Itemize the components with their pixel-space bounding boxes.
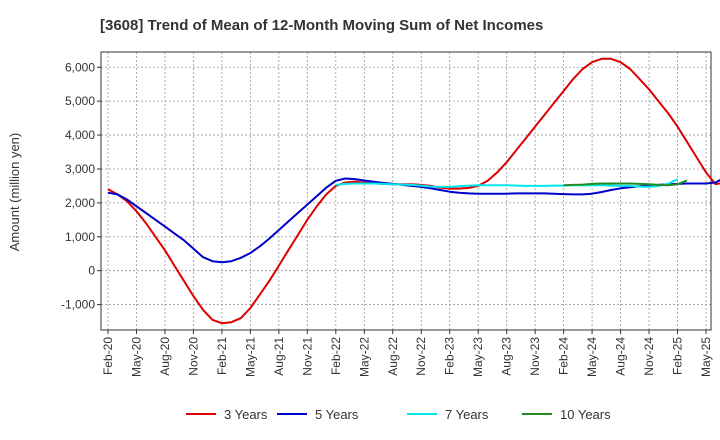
y-tick-label: 2,000 (65, 196, 95, 210)
x-tick-label: May-25 (699, 337, 713, 377)
x-tick-label: Feb-22 (329, 337, 343, 375)
x-tick-label: May-20 (129, 337, 143, 377)
y-axis-ticks: -1,000 0 1,000 2,000 3,000 4,000 5,000 6,000 (61, 60, 101, 312)
x-tick-label: Feb-23 (443, 337, 457, 375)
y-tick-label: -1,000 (61, 298, 95, 312)
x-tick-label: Feb-21 (215, 337, 229, 375)
series-line-10-years (563, 179, 688, 187)
x-tick-label: Nov-24 (642, 337, 656, 376)
x-tick-label: Feb-20 (101, 337, 115, 375)
chart-title: [3608] Trend of Mean of 12-Month Moving … (100, 17, 543, 34)
x-tick-label: Nov-22 (414, 337, 428, 376)
x-tick-label: Feb-24 (557, 337, 571, 375)
legend-label: 5 Years (315, 407, 359, 422)
y-tick-label: 5,000 (65, 94, 95, 108)
legend: 3 Years 5 Years 7 Years 10 Years (186, 407, 611, 422)
x-tick-label: Aug-24 (614, 337, 628, 376)
x-tick-label: Aug-20 (158, 337, 172, 376)
x-tick-label: May-23 (471, 337, 485, 377)
x-tick-label: Aug-23 (500, 337, 514, 376)
plot-frame (100, 51, 712, 331)
y-tick-label: 6,000 (65, 60, 95, 74)
x-tick-label: Aug-21 (272, 337, 286, 376)
y-tick-label: 4,000 (65, 128, 95, 142)
x-tick-label: Feb-25 (671, 337, 685, 375)
y-axis-label: Amount (million yen) (7, 133, 22, 252)
x-tick-label: May-21 (243, 337, 257, 377)
y-tick-label: 0 (88, 264, 95, 278)
x-tick-label: May-24 (585, 337, 599, 377)
legend-label: 7 Years (445, 407, 489, 422)
legend-label: 10 Years (560, 407, 611, 422)
x-tick-label: Nov-21 (300, 337, 314, 376)
y-gridlines (101, 66, 711, 305)
series-line-7-years (335, 178, 678, 188)
series-line-5-years (107, 177, 720, 264)
y-tick-label: 1,000 (65, 230, 95, 244)
x-axis-ticks: Feb-20 May-20 Aug-20 Nov-20 Feb-21 May-21 Aug-… (101, 330, 713, 377)
x-tick-label: Nov-23 (528, 337, 542, 376)
x-tick-label: Aug-22 (386, 337, 400, 376)
plot-area (101, 52, 711, 330)
x-tick-label: Nov-20 (186, 337, 200, 376)
series-lines (107, 57, 720, 325)
x-tick-label: May-22 (357, 337, 371, 377)
legend-label: 3 Years (224, 407, 268, 422)
y-tick-label: 3,000 (65, 162, 95, 176)
